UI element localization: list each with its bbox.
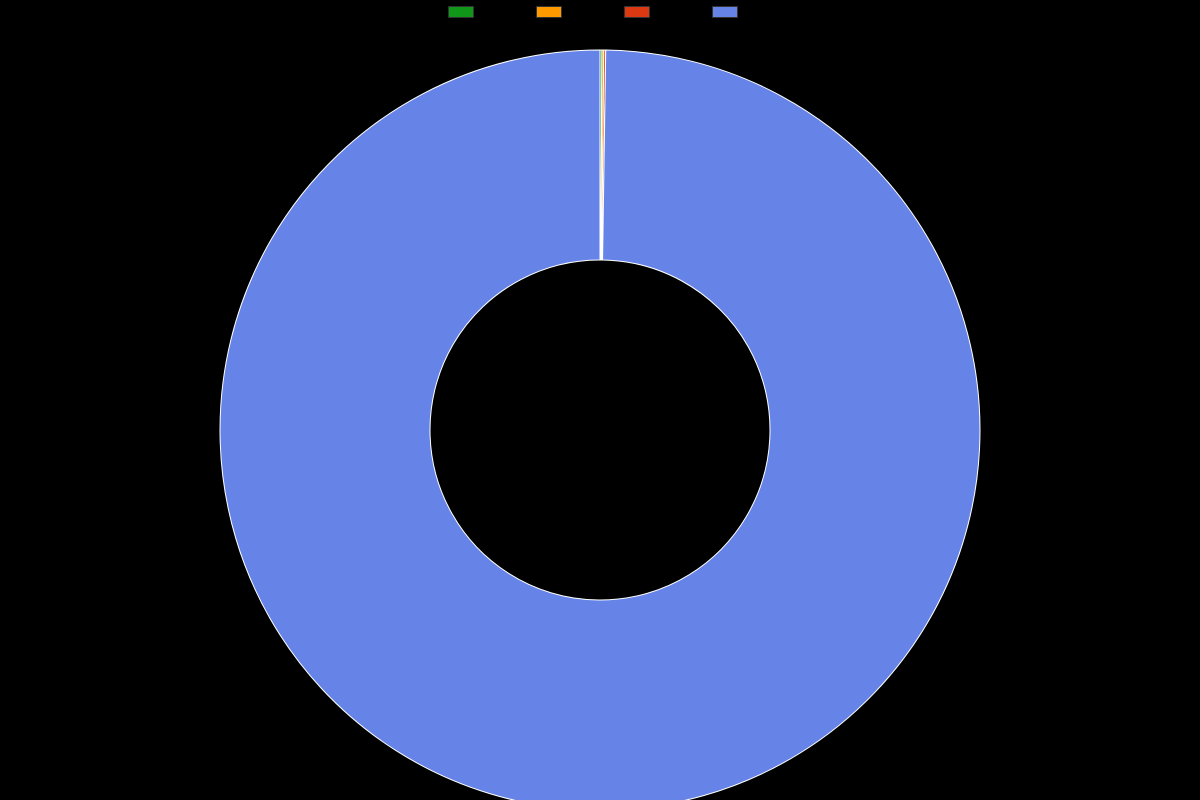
legend-swatch-0 (448, 6, 474, 18)
legend-swatch-1 (536, 6, 562, 18)
legend-item-0[interactable] (448, 6, 488, 18)
legend (0, 6, 1200, 18)
legend-item-3[interactable] (712, 6, 752, 18)
donut-chart (0, 20, 1200, 800)
legend-swatch-2 (624, 6, 650, 18)
donut-chart-container (0, 20, 1200, 800)
legend-item-2[interactable] (624, 6, 664, 18)
legend-swatch-3 (712, 6, 738, 18)
chart-page (0, 0, 1200, 800)
legend-item-1[interactable] (536, 6, 576, 18)
